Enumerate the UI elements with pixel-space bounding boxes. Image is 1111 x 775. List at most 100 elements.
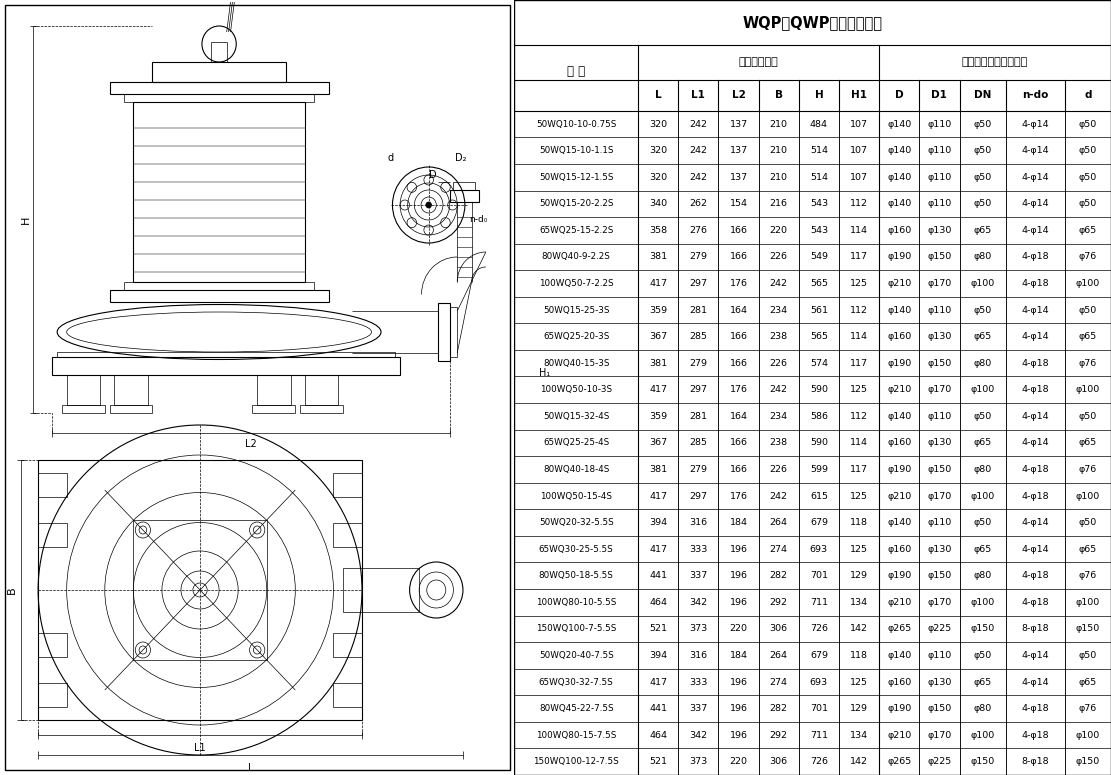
Text: B: B [774,91,782,100]
Text: φ210: φ210 [887,731,911,739]
Text: 484: 484 [810,119,828,129]
Text: 711: 711 [810,731,828,739]
Text: φ225: φ225 [928,757,951,766]
Text: 型 号: 型 号 [567,64,585,78]
Text: 337: 337 [689,571,708,580]
Text: 184: 184 [730,651,748,660]
Text: 100WQ50-7-2.2S: 100WQ50-7-2.2S [539,279,613,288]
Text: φ65: φ65 [973,439,992,447]
Text: 112: 112 [850,412,868,421]
Text: 701: 701 [810,571,828,580]
Text: φ170: φ170 [928,279,951,288]
Text: 373: 373 [689,757,708,766]
Text: φ65: φ65 [973,332,992,341]
Text: 184: 184 [730,518,748,527]
Text: φ100: φ100 [971,598,994,607]
Text: φ65: φ65 [1079,332,1097,341]
Text: 125: 125 [850,385,868,394]
Text: φ160: φ160 [887,332,911,341]
Text: 210: 210 [770,119,788,129]
Text: 285: 285 [689,332,708,341]
Text: φ130: φ130 [928,226,952,235]
Text: 367: 367 [649,439,668,447]
Text: 726: 726 [810,757,828,766]
Bar [38,523,67,547]
Text: 242: 242 [770,279,788,288]
Text: 196: 196 [730,545,748,553]
Text: φ50: φ50 [973,651,992,660]
Text: φ50: φ50 [973,305,992,315]
Bar [304,375,338,405]
Text: L2: L2 [246,439,257,449]
Text: 417: 417 [649,385,667,394]
Text: 4-φ14: 4-φ14 [1021,412,1049,421]
Text: φ65: φ65 [1079,439,1097,447]
Text: 100WQ80-10-5.5S: 100WQ80-10-5.5S [536,598,617,607]
Text: φ76: φ76 [1079,571,1097,580]
Text: φ130: φ130 [928,332,952,341]
Text: 381: 381 [649,359,668,367]
Text: φ76: φ76 [1079,253,1097,261]
Bar [333,523,362,547]
Text: φ140: φ140 [887,146,911,155]
Text: 679: 679 [810,518,828,527]
Text: φ65: φ65 [1079,226,1097,235]
Text: 701: 701 [810,704,828,713]
Text: 4-φ18: 4-φ18 [1021,279,1049,288]
Text: 196: 196 [730,571,748,580]
Text: 4-φ18: 4-φ18 [1021,491,1049,501]
Text: WQP（QWP）安装尺寸表: WQP（QWP）安装尺寸表 [742,15,883,30]
Text: 4-φ18: 4-φ18 [1021,571,1049,580]
Bar [333,473,362,497]
Text: 726: 726 [810,625,828,633]
Text: 164: 164 [730,412,748,421]
Bar [258,375,291,405]
Text: B: B [7,586,17,594]
Text: H: H [814,91,823,100]
Text: φ140: φ140 [887,173,911,182]
Text: φ190: φ190 [887,465,911,474]
Text: φ170: φ170 [928,731,951,739]
Bar [38,683,67,707]
Text: φ110: φ110 [928,199,951,208]
Text: 80WQ40-15-3S: 80WQ40-15-3S [543,359,610,367]
Text: φ110: φ110 [928,651,951,660]
Text: 4-φ14: 4-φ14 [1021,146,1049,155]
Text: 316: 316 [689,518,708,527]
Text: 359: 359 [649,412,668,421]
Text: φ80: φ80 [973,571,992,580]
Text: φ80: φ80 [973,465,992,474]
Text: 65WQ25-15-2.2S: 65WQ25-15-2.2S [539,226,613,235]
Text: 394: 394 [649,651,668,660]
Text: 590: 590 [810,439,828,447]
Text: 80WQ45-22-7.5S: 80WQ45-22-7.5S [539,704,613,713]
Circle shape [426,202,431,208]
Bar [450,190,479,202]
Text: 320: 320 [649,119,668,129]
Text: 464: 464 [649,731,667,739]
Text: 340: 340 [649,199,668,208]
Text: d: d [1084,91,1092,100]
Text: 65WQ25-20-3S: 65WQ25-20-3S [543,332,610,341]
Text: 164: 164 [730,305,748,315]
Text: φ130: φ130 [928,439,952,447]
Text: 4-φ18: 4-φ18 [1021,598,1049,607]
Text: 50WQ15-25-3S: 50WQ15-25-3S [543,305,610,315]
Text: φ50: φ50 [973,412,992,421]
Text: 279: 279 [689,253,708,261]
Bar [343,568,419,612]
Text: D: D [895,91,903,100]
Text: φ160: φ160 [887,545,911,553]
Text: 137: 137 [730,119,748,129]
Text: φ50: φ50 [973,146,992,155]
Text: 50WQ15-20-2.2S: 50WQ15-20-2.2S [539,199,613,208]
Bar [152,62,286,82]
Text: 242: 242 [689,119,708,129]
Text: φ150: φ150 [1075,625,1100,633]
Text: d: d [388,153,393,163]
Text: 196: 196 [730,677,748,687]
Text: 565: 565 [810,332,828,341]
Text: φ100: φ100 [971,385,994,394]
Text: φ50: φ50 [973,518,992,527]
Bar [123,94,314,102]
